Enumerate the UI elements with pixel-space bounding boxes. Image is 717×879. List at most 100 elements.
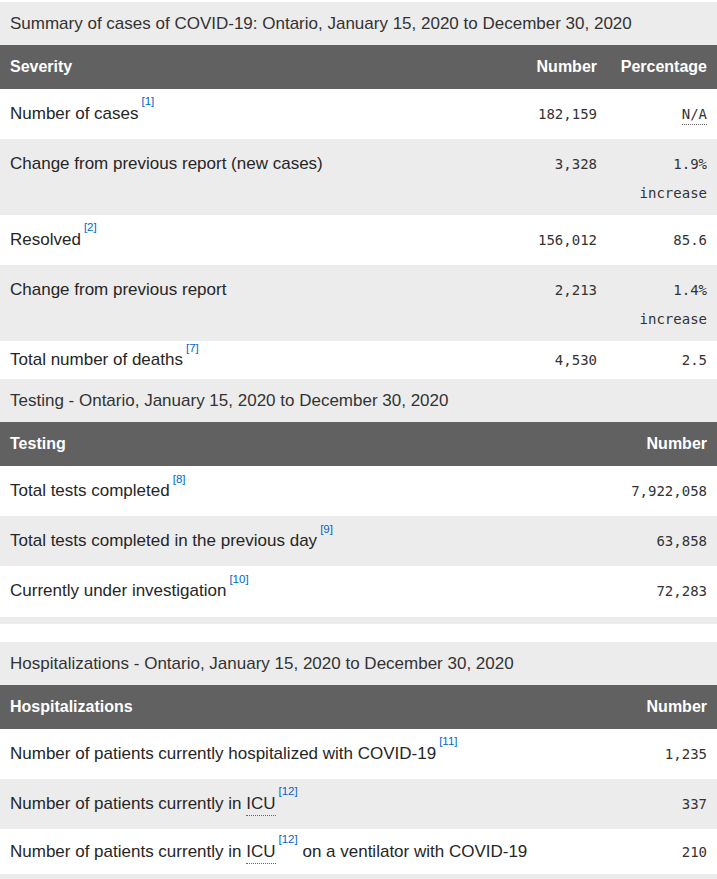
- footnote-sup: [9]: [320, 520, 333, 536]
- abbr-icu: ICU: [246, 842, 275, 864]
- column-header-severity: Severity: [0, 45, 492, 89]
- row-label-text: Number of patients currently in: [10, 794, 242, 813]
- table-row: Change from previous report 2,213 1.4% incr…: [0, 265, 717, 341]
- hospitalizations-caption: Hospitalizations - Ontario, January 15, …: [0, 642, 717, 685]
- table-row: Total tests completed[8]7,922,058: [0, 466, 717, 516]
- column-header-hospitalizations: Hospitalizations: [0, 685, 587, 729]
- row-label-text: Change from previous report: [10, 280, 226, 299]
- footnote-sup: [12]: [279, 830, 298, 846]
- column-header-number: Number: [587, 685, 717, 729]
- partial-row-strip: [0, 874, 717, 879]
- footnote-link[interactable]: [1]: [142, 95, 155, 107]
- row-number: 63,858: [587, 516, 717, 566]
- row-label-text: Currently under investigation: [10, 581, 226, 600]
- table-row: Number of patients currently hospitalize…: [0, 729, 717, 779]
- row-number: 72,283: [587, 566, 717, 616]
- partial-row-strip: [0, 617, 717, 624]
- row-label: Number of patients currently hospitalize…: [0, 729, 587, 779]
- column-header-percentage: Percentage: [597, 45, 717, 89]
- footnote-link[interactable]: [12]: [279, 785, 298, 797]
- row-percentage: 85.6: [597, 215, 717, 265]
- row-label-text: Number of cases: [10, 104, 139, 123]
- row-number: 156,012: [492, 215, 597, 265]
- row-number: 337: [587, 779, 717, 829]
- row-percentage: N/A: [597, 89, 717, 139]
- row-number: 7,922,058: [587, 466, 717, 516]
- footnote-sup: [11]: [439, 732, 457, 748]
- percentage-value: 1.4%: [673, 282, 707, 298]
- row-percentage: 2.5: [597, 341, 717, 379]
- testing-caption: Testing - Ontario, January 15, 2020 to D…: [0, 379, 717, 422]
- row-label: Change from previous report (new cases): [0, 139, 492, 215]
- column-header-number: Number: [492, 45, 597, 89]
- cases-table: SeverityNumberPercentageNumber of cases[…: [0, 45, 717, 379]
- percentage-note: increase: [597, 311, 707, 327]
- row-label: Resolved[2]: [0, 215, 492, 265]
- row-label-text: Number of patients currently hospitalize…: [10, 744, 436, 763]
- row-number: 182,159: [492, 89, 597, 139]
- cases-section: Summary of cases of COVID-19: Ontario, J…: [0, 2, 717, 379]
- cases-caption: Summary of cases of COVID-19: Ontario, J…: [0, 2, 717, 45]
- row-label-text: Number of patients currently in: [10, 842, 242, 861]
- row-label-suffix: on a ventilator with COVID-19: [298, 842, 528, 861]
- footnote-link[interactable]: [12]: [279, 833, 298, 845]
- footnote-link[interactable]: [11]: [439, 735, 457, 747]
- header-row: HospitalizationsNumber: [0, 685, 717, 729]
- row-label: Total tests completed[8]: [0, 466, 587, 516]
- header-row: TestingNumber: [0, 422, 717, 466]
- row-percentage: 1.4% increase: [597, 265, 717, 341]
- testing-table: TestingNumberTotal tests completed[8]7,9…: [0, 422, 717, 616]
- row-label-text: Total number of deaths: [10, 350, 183, 369]
- footnote-sup: [1]: [142, 92, 155, 108]
- table-row: Number of patients currently in ICU[12] …: [0, 829, 717, 874]
- hospitalizations-section: Hospitalizations - Ontario, January 15, …: [0, 642, 717, 879]
- footnote-sup: [2]: [84, 218, 97, 234]
- row-label: Number of patients currently in ICU[12] …: [0, 829, 587, 874]
- row-label: Total number of deaths[7]: [0, 341, 492, 379]
- footnote-link[interactable]: [10]: [229, 573, 248, 585]
- percentage-value: 1.9%: [673, 156, 707, 172]
- row-label: Currently under investigation[10]: [0, 566, 587, 616]
- row-number: 3,328: [492, 139, 597, 215]
- hospitalizations-table: HospitalizationsNumber Number of patients…: [0, 685, 717, 874]
- row-label: Number of patients currently in ICU [12]: [0, 779, 587, 829]
- footnote-sup: [10]: [229, 570, 248, 586]
- row-label-text: Change from previous report (new cases): [10, 154, 323, 173]
- footnote-link[interactable]: [2]: [84, 221, 97, 233]
- column-header-number: Number: [587, 422, 717, 466]
- table-row: Total tests completed in the previous da…: [0, 516, 717, 566]
- row-label: Change from previous report: [0, 265, 492, 341]
- percentage-value: 2.5: [682, 352, 707, 368]
- section-gap: [0, 624, 717, 642]
- footnote-sup: [12]: [279, 782, 298, 798]
- header-row: SeverityNumberPercentage: [0, 45, 717, 89]
- footnote-sup: [8]: [173, 470, 186, 486]
- column-header-testing: Testing: [0, 422, 587, 466]
- table-row: Number of cases[1]182,159N/A: [0, 89, 717, 139]
- percentage-note: increase: [597, 185, 707, 201]
- footnote-sup: [7]: [186, 339, 199, 355]
- testing-section: Testing - Ontario, January 15, 2020 to D…: [0, 379, 717, 623]
- table-row: Resolved[2]156,01285.6: [0, 215, 717, 265]
- abbr-icu: ICU: [246, 794, 275, 816]
- row-label: Total tests completed in the previous da…: [0, 516, 587, 566]
- table-row: Currently under investigation[10]72,283: [0, 566, 717, 616]
- percentage-value: 85.6: [673, 232, 707, 248]
- table-row: Number of patients currently in ICU [12] 3…: [0, 779, 717, 829]
- row-label-text: Resolved: [10, 230, 81, 249]
- table-row: Change from previous report (new cases) 3…: [0, 139, 717, 215]
- row-label-text: Total tests completed in the previous da…: [10, 531, 317, 550]
- row-number: 2,213: [492, 265, 597, 341]
- row-number: 210: [587, 829, 717, 874]
- footnote-link[interactable]: [9]: [320, 523, 333, 535]
- row-percentage: 1.9% increase: [597, 139, 717, 215]
- row-number: 4,530: [492, 341, 597, 379]
- percentage-value: N/A: [682, 106, 707, 125]
- row-label: Number of cases[1]: [0, 89, 492, 139]
- row-number: 1,235: [587, 729, 717, 779]
- footnote-link[interactable]: [8]: [173, 473, 186, 485]
- covid-summary-page: Summary of cases of COVID-19: Ontario, J…: [0, 2, 717, 879]
- row-label-text: Total tests completed: [10, 481, 170, 500]
- table-row: Total number of deaths[7]4,5302.5: [0, 341, 717, 379]
- footnote-link[interactable]: [7]: [186, 342, 199, 354]
